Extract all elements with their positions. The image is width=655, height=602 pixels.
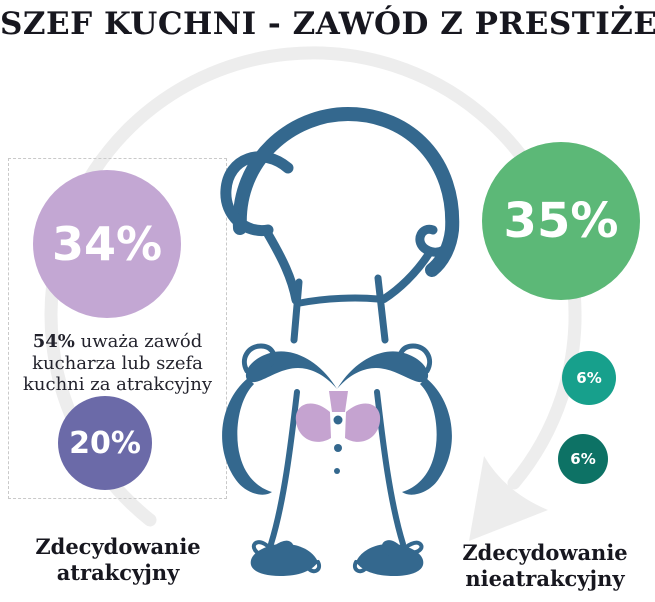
bubble-20-label: 20% [69,425,141,461]
bubble-6-bottom-label: 6% [570,450,596,468]
caption-unattractive: Zdecydowanie nieatrakcyjny [445,540,645,592]
highlight-box [8,158,227,499]
page-title: SZEF KUCHNI - ZAWÓD Z PRESTIŻEM [0,6,655,42]
bubble-34-label: 34% [51,217,163,271]
caption-attractive: Zdecydowanie atrakcyjny [18,534,218,586]
bubble-35-label: 35% [503,193,619,249]
bubble-35-percent: 35% [482,142,640,300]
caption-attractive-line1: Zdecydowanie [35,534,201,559]
caption-attractive-line2: atrakcyjny [56,560,180,585]
bubble-6-percent-top: 6% [562,351,616,405]
bubble-6-percent-bottom: 6% [558,434,608,484]
bubble-20-percent: 20% [58,396,152,490]
note-bold-value: 54% [32,331,75,352]
caption-unattractive-line1: Zdecydowanie [462,540,628,565]
caption-unattractive-line2: nieatrakcyjny [465,566,625,591]
note-text: 54% uważa zawód kucharza lub szefa kuchn… [15,331,220,396]
flow-arrowhead-icon [469,456,548,541]
flow-arc [44,46,582,527]
bubble-6-top-label: 6% [576,369,602,387]
note-rest: uważa zawód kucharza lub szefa kuchni za… [23,331,212,395]
bubble-34-percent: 34% [33,170,181,318]
